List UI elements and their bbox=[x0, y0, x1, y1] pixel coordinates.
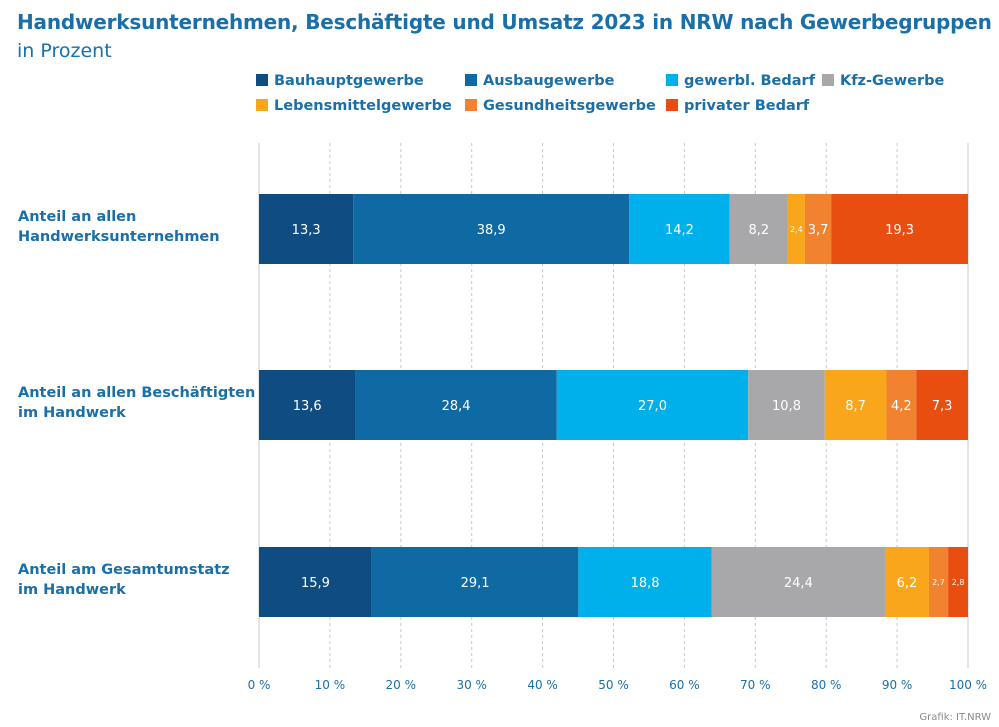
legend-swatch-bauhauptgewerbe bbox=[256, 74, 268, 86]
category-label-3-line-1: Anteil am Gesamtumstatz bbox=[18, 562, 230, 578]
bar-segment-2-4 bbox=[748, 370, 825, 440]
x-tick-label-40: 40 % bbox=[527, 678, 558, 692]
legend-label-bauhauptgewerbe: Bauhauptgewerbe bbox=[274, 73, 424, 89]
data-label-1-2: 38,9 bbox=[477, 223, 506, 238]
data-label-3-6: 2,7 bbox=[932, 578, 945, 587]
category-label-1-line-1: Anteil an allen bbox=[18, 209, 136, 225]
bar-segment-2-5 bbox=[824, 370, 887, 440]
bar-segment-1-2 bbox=[353, 194, 630, 264]
bar-segment-2-2 bbox=[355, 370, 557, 440]
legend-label-ausbaugewerbe: Ausbaugewerbe bbox=[483, 73, 615, 89]
legend-swatch-gesundheitsgewerbe bbox=[465, 99, 477, 111]
data-label-3-3: 18,8 bbox=[631, 576, 660, 591]
data-label-1-6: 3,7 bbox=[808, 223, 829, 238]
chart-subtitle: in Prozent bbox=[17, 40, 112, 62]
legend-label-gewerbl-bedarf: gewerbl. Bedarf bbox=[684, 73, 816, 89]
x-tick-label-90: 90 % bbox=[882, 678, 913, 692]
bar-segment-3-1 bbox=[259, 547, 372, 617]
category-label-1-line-2: Handwerksunternehmen bbox=[18, 229, 220, 245]
bar-segment-2-1 bbox=[259, 370, 356, 440]
legend-swatch-privater-bedarf bbox=[666, 99, 678, 111]
data-label-1-1: 13,3 bbox=[292, 223, 321, 238]
x-tick-label-70: 70 % bbox=[740, 678, 771, 692]
x-tick-label-100: 100 % bbox=[949, 678, 987, 692]
data-label-2-5: 8,7 bbox=[845, 399, 866, 414]
bar-segment-1-1 bbox=[259, 194, 354, 264]
x-tick-label-50: 50 % bbox=[598, 678, 629, 692]
bar-segment-1-7 bbox=[831, 194, 968, 264]
category-label-2-line-2: im Handwerk bbox=[18, 405, 126, 421]
x-tick-label-20: 20 % bbox=[386, 678, 417, 692]
bar-segment-3-7 bbox=[948, 547, 968, 617]
data-label-3-2: 29,1 bbox=[461, 576, 490, 591]
data-label-3-7: 2,8 bbox=[952, 578, 965, 587]
chart-title: Handwerksunternehmen, Beschäftigte und U… bbox=[17, 10, 992, 34]
source-credit: Grafik: IT.NRW bbox=[919, 712, 991, 723]
bar-segment-3-6 bbox=[928, 547, 949, 617]
bar-segment-2-6 bbox=[886, 370, 917, 440]
bar-segment-3-5 bbox=[884, 547, 929, 617]
x-tick-label-30: 30 % bbox=[456, 678, 487, 692]
legend-label-kfz-gewerbe: Kfz-Gewerbe bbox=[840, 73, 944, 89]
bar-segment-3-2 bbox=[371, 547, 579, 617]
legend-swatch-gewerbl-bedarf bbox=[666, 74, 678, 86]
data-label-3-1: 15,9 bbox=[301, 576, 330, 591]
data-label-1-4: 8,2 bbox=[749, 223, 770, 238]
x-tick-label-60: 60 % bbox=[669, 678, 700, 692]
bar-segment-1-4 bbox=[729, 194, 788, 264]
bar-segment-1-5 bbox=[787, 194, 805, 264]
bar-segment-1-3 bbox=[629, 194, 730, 264]
data-label-1-3: 14,2 bbox=[665, 223, 694, 238]
data-label-3-4: 24,4 bbox=[784, 576, 813, 591]
data-label-3-5: 6,2 bbox=[897, 576, 918, 591]
data-label-2-7: 7,3 bbox=[932, 399, 953, 414]
legend-label-gesundheitsgewerbe: Gesundheitsgewerbe bbox=[483, 98, 656, 114]
category-label-2-line-1: Anteil an allen Beschäftigten bbox=[18, 385, 255, 401]
data-label-1-7: 19,3 bbox=[885, 223, 914, 238]
data-label-2-2: 28,4 bbox=[442, 399, 471, 414]
bar-segment-1-6 bbox=[804, 194, 832, 264]
bar-segment-2-3 bbox=[556, 370, 749, 440]
legend-label-privater-bedarf: privater Bedarf bbox=[684, 98, 810, 114]
legend-swatch-ausbaugewerbe bbox=[465, 74, 477, 86]
data-label-2-3: 27,0 bbox=[638, 399, 667, 414]
bar-segment-3-4 bbox=[711, 547, 885, 617]
legend-swatch-lebensmittelgewerbe bbox=[256, 99, 268, 111]
x-tick-label-10: 10 % bbox=[315, 678, 346, 692]
x-tick-label-80: 80 % bbox=[811, 678, 842, 692]
category-label-3-line-2: im Handwerk bbox=[18, 582, 126, 598]
x-tick-label-0: 0 % bbox=[248, 678, 271, 692]
bar-segment-3-3 bbox=[578, 547, 712, 617]
data-label-2-6: 4,2 bbox=[891, 399, 912, 414]
data-label-2-1: 13,6 bbox=[293, 399, 322, 414]
legend-swatch-kfz-gewerbe bbox=[822, 74, 834, 86]
bar-segment-2-7 bbox=[916, 370, 968, 440]
data-label-1-5: 2,4 bbox=[790, 225, 803, 234]
data-label-2-4: 10,8 bbox=[772, 399, 801, 414]
legend-label-lebensmittelgewerbe: Lebensmittelgewerbe bbox=[274, 98, 452, 114]
